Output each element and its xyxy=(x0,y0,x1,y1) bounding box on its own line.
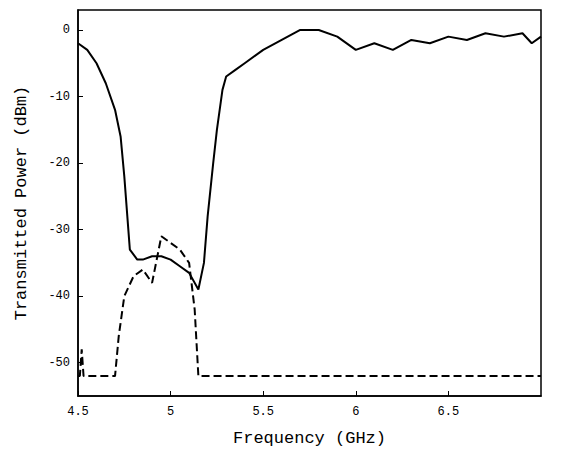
svg-text:Frequency (GHz): Frequency (GHz) xyxy=(233,429,386,448)
svg-text:4.5: 4.5 xyxy=(67,405,89,419)
svg-text:6.5: 6.5 xyxy=(438,405,460,419)
svg-text:-50: -50 xyxy=(48,356,70,370)
svg-text:6: 6 xyxy=(352,405,359,419)
svg-text:-30: -30 xyxy=(48,223,70,237)
svg-text:-10: -10 xyxy=(48,90,70,104)
svg-text:Transmitted Power (dBm): Transmitted Power (dBm) xyxy=(12,86,31,321)
svg-text:-20: -20 xyxy=(48,156,70,170)
svg-text:-40: -40 xyxy=(48,289,70,303)
svg-text:0: 0 xyxy=(63,23,70,37)
svg-text:5: 5 xyxy=(167,405,174,419)
svg-text:5.5: 5.5 xyxy=(252,405,274,419)
